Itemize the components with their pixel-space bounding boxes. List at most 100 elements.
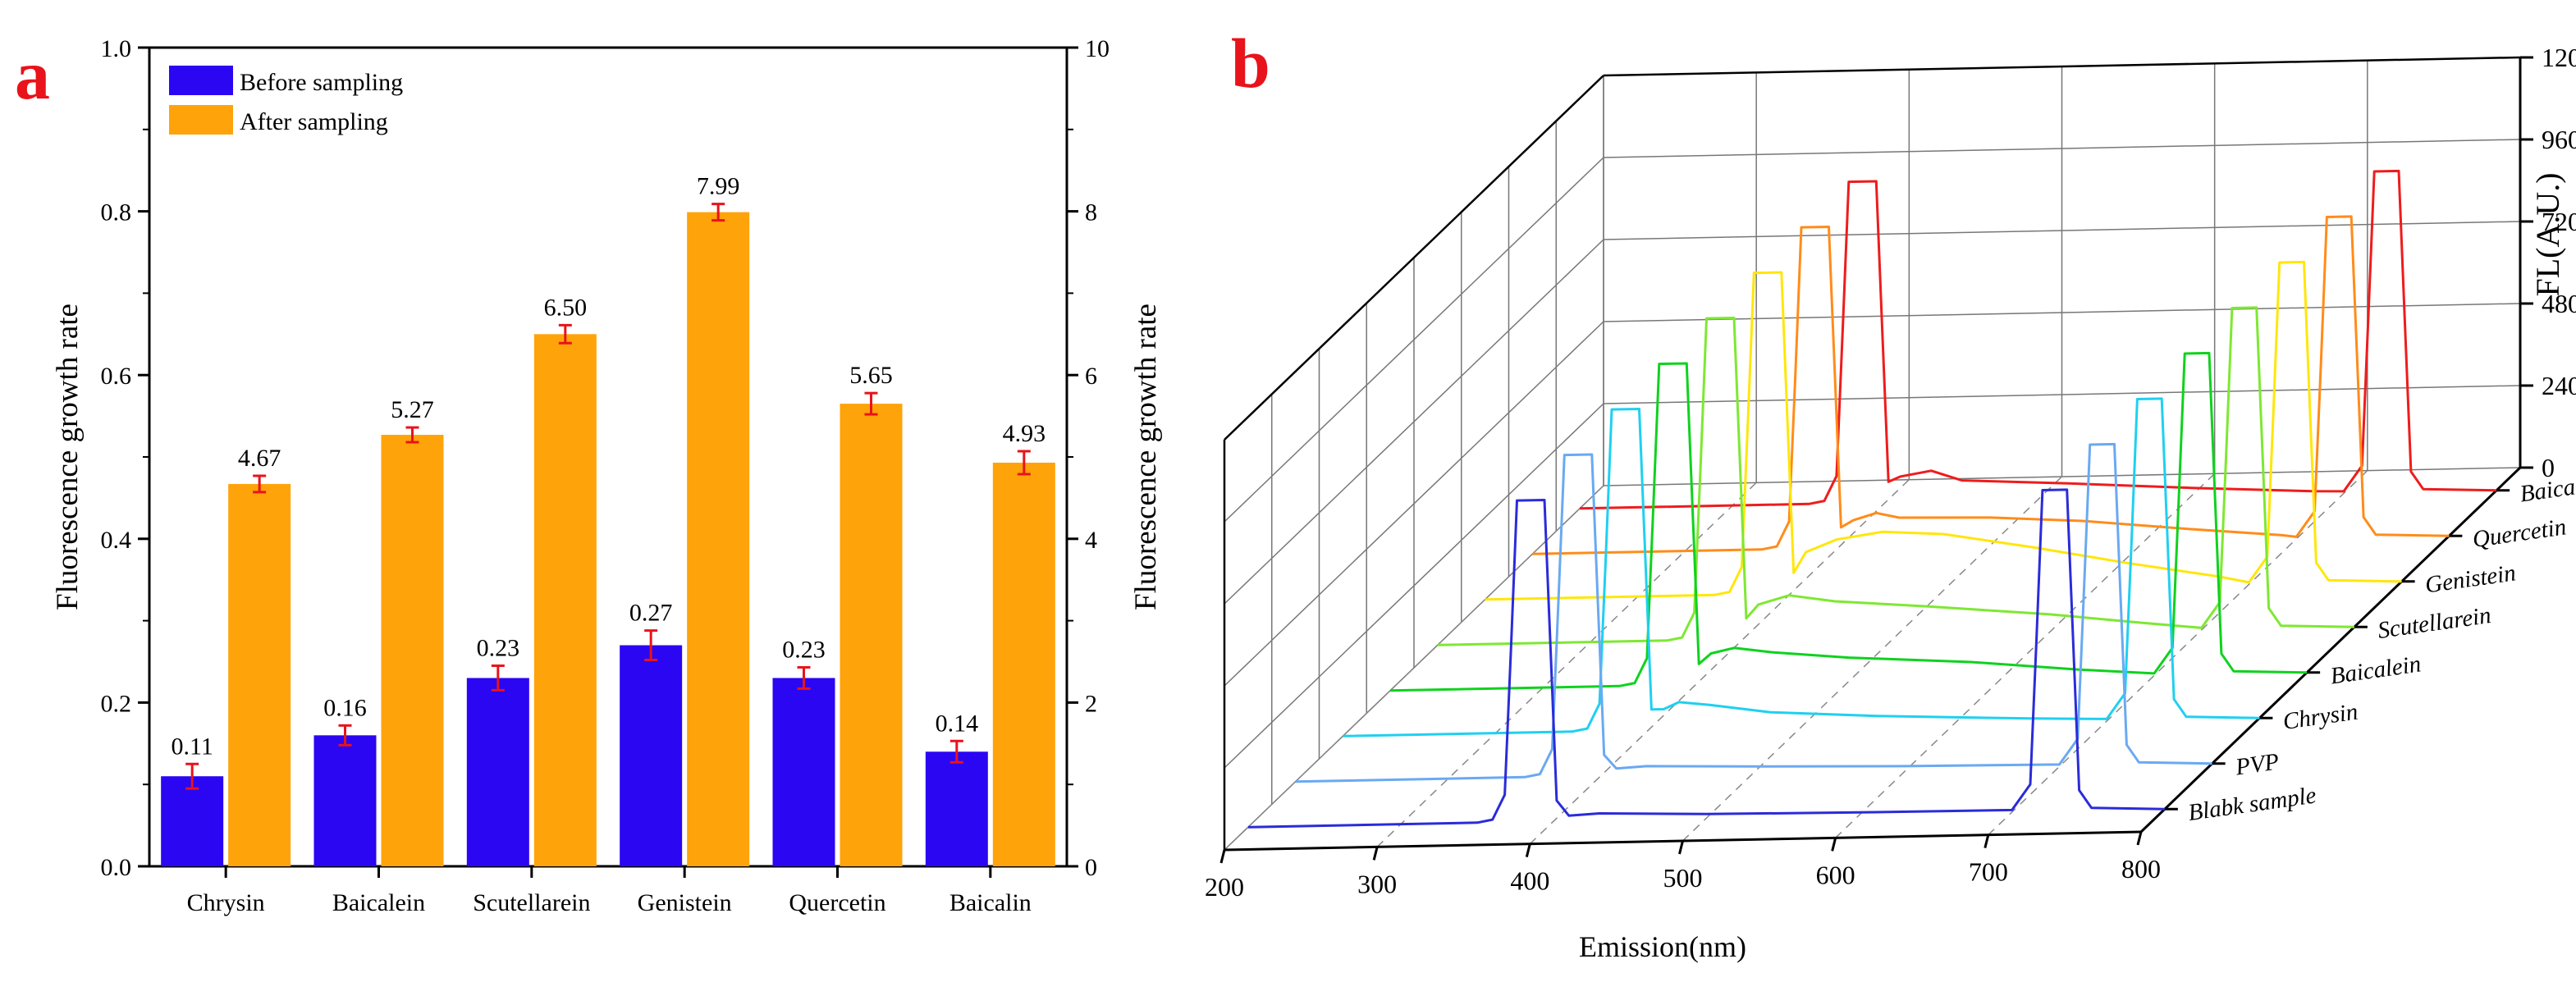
x-tick-label: 300 xyxy=(1357,869,1397,898)
y-tick-label-left: 1.0 xyxy=(101,35,132,62)
bar-after xyxy=(533,334,597,866)
series-label: Blabk sample xyxy=(2186,782,2317,826)
y-tick-label-right: 4 xyxy=(1085,527,1097,554)
side-wall-gridline xyxy=(1224,403,1604,769)
y-tick-label-right: 2 xyxy=(1085,690,1097,717)
x-tick xyxy=(1831,837,1837,852)
x-tick-label: 600 xyxy=(1816,860,1855,889)
series-label: Quercetin xyxy=(2471,514,2568,553)
spectrum-line xyxy=(1295,442,2212,783)
x-tick-label: 400 xyxy=(1510,866,1549,896)
bar-after xyxy=(992,462,1055,866)
z-tick-label: 240 xyxy=(2542,371,2576,400)
series-label: Genistein xyxy=(2423,559,2518,598)
bar-value-label: 4.67 xyxy=(238,445,281,472)
bar-value-label: 6.50 xyxy=(544,294,588,321)
x-tick xyxy=(2136,831,2143,846)
bar-after xyxy=(381,435,444,866)
series-label: Baicalein xyxy=(2329,651,2423,689)
bar-value-label: 5.65 xyxy=(849,362,893,389)
side-wall-gridline xyxy=(1224,485,1604,851)
x-tick-label: 700 xyxy=(1969,857,2008,887)
legend-label-before: Before sampling xyxy=(240,69,403,96)
legend-a: Before sampling After sampling xyxy=(169,66,403,135)
x-tick-label: 500 xyxy=(1663,863,1703,893)
bar-value-label: 5.27 xyxy=(391,396,434,423)
y-tick-label-right: 10 xyxy=(1085,35,1110,62)
x-tick xyxy=(1219,849,1226,864)
spectrum-line xyxy=(1247,488,2165,829)
series-label: Chrysin xyxy=(2281,699,2359,735)
side-wall-gridline xyxy=(1224,321,1604,687)
z-tick-label: 960 xyxy=(2542,125,2576,154)
x-tick-label: Quercetin xyxy=(789,889,885,916)
panel-letter-b: b xyxy=(1231,24,1270,103)
bar-before xyxy=(161,776,224,866)
x-tick-label: Genistein xyxy=(638,889,732,916)
bar-value-label: 0.23 xyxy=(477,634,520,661)
legend-swatch-after xyxy=(169,105,233,135)
y-tick-label-right: 6 xyxy=(1085,363,1097,390)
bar-after xyxy=(840,404,903,866)
spectrum-line xyxy=(1485,260,2402,601)
x-tick-label: Baicalein xyxy=(332,889,425,916)
x-tick-label: 200 xyxy=(1205,872,1244,902)
side-wall-gridline xyxy=(1224,239,1604,605)
y-tick-label-left: 0.0 xyxy=(101,854,132,881)
y-tick-label-left: 0.8 xyxy=(101,199,132,226)
bar-before xyxy=(313,735,377,866)
bars-a: Chrysin 0.11 4.67 Baicalein 0.16 5.27 Scutella… xyxy=(161,173,1055,916)
legend-label-after: After sampling xyxy=(240,108,388,135)
y-tick-label-left: 0.2 xyxy=(101,690,132,717)
x-tick xyxy=(1983,834,1990,849)
depth-axis-line xyxy=(2139,466,2522,833)
bar-after xyxy=(687,212,750,866)
y-axis-label-left: Fluorescence growth rate xyxy=(51,304,85,610)
floor-gridline xyxy=(1529,479,1910,845)
floor-gridline xyxy=(1835,473,2216,838)
z-tick-label: 480 xyxy=(2542,289,2576,318)
z-tick-label: 0 xyxy=(2542,453,2555,482)
top-back-edge xyxy=(1603,56,2521,77)
x-tick-label: Scutellarein xyxy=(473,889,590,916)
series-label: PVP xyxy=(2233,748,2281,780)
back-wall-gridline xyxy=(1603,303,2521,322)
bar-value-label: 0.11 xyxy=(171,733,213,760)
bar-value-label: 4.93 xyxy=(1003,420,1046,447)
x-tick-label: Chrysin xyxy=(187,889,265,916)
bar-chart-panel-a: 0.0 0.2 0.4 0.6 0.8 1.0 0 2 4 6 8 10 Chrysin 0.11 4.6… xyxy=(51,35,1163,916)
x-tick-label: Baicalin xyxy=(949,889,1032,916)
panel-letter-a: a xyxy=(15,35,50,114)
bar-after xyxy=(228,483,291,866)
bar-before xyxy=(466,678,529,866)
legend-swatch-before xyxy=(169,66,233,95)
y-tick-label-left: 0.6 xyxy=(101,363,132,390)
spectrum-line xyxy=(1532,215,2450,555)
spectra-b xyxy=(1247,169,2497,829)
bar-value-label: 0.16 xyxy=(323,694,367,721)
series-label: Scutellarein xyxy=(2376,602,2492,644)
y-tick-label-right: 0 xyxy=(1085,854,1097,881)
bar-value-label: 7.99 xyxy=(697,173,740,200)
axis-ticks-a: 0.0 0.2 0.4 0.6 0.8 1.0 0 2 4 6 8 10 xyxy=(101,35,1110,881)
spectrum-line xyxy=(1437,306,2354,646)
z-axis-label: FL(A.U.) xyxy=(2529,172,2566,296)
bar-before xyxy=(925,751,988,866)
back-wall-gridline xyxy=(1603,139,2521,158)
y-tick-label-right: 8 xyxy=(1085,199,1097,226)
x-tick xyxy=(1372,846,1379,861)
bar-before xyxy=(772,678,835,866)
y-axis-label-right: Fluorescence growth rate xyxy=(1129,304,1163,610)
z-tick-label: 1200 xyxy=(2542,43,2576,72)
back-wall-gridline xyxy=(1603,467,2521,486)
x-tick xyxy=(1525,843,1531,858)
back-wall-gridline xyxy=(1603,221,2521,240)
spectrum-line xyxy=(1580,169,2497,510)
x-axis-label: Emission(nm) xyxy=(1579,930,1746,963)
side-wall-gridline xyxy=(1224,157,1604,523)
bar-value-label: 0.14 xyxy=(936,710,979,737)
y-tick-label-left: 0.4 xyxy=(101,527,132,554)
x-tick xyxy=(1678,840,1684,855)
waterfall-chart-panel-b: 200 300 400 500 600 700 800 0 240 480 720 960 1200 Ba… xyxy=(1205,43,2576,963)
